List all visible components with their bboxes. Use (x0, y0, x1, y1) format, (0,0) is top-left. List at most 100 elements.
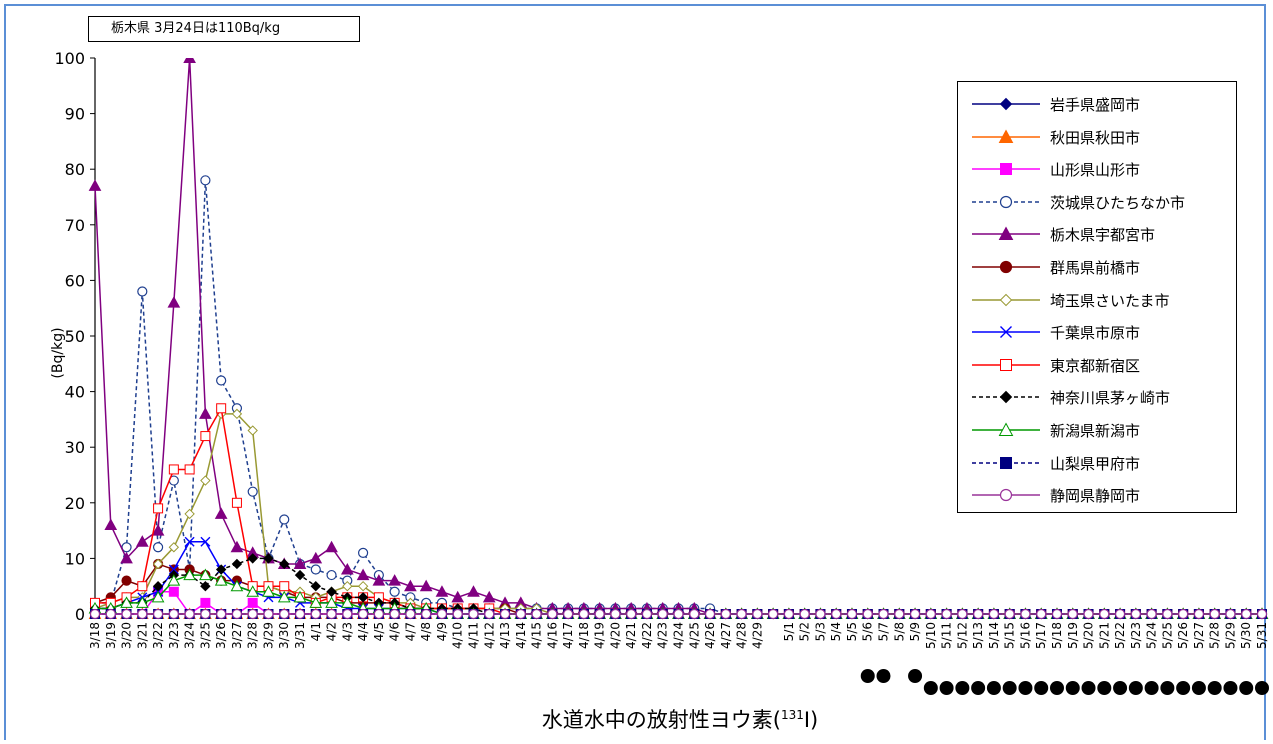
legend-swatch (972, 358, 1040, 371)
x-tick-label: 3/22 (151, 622, 165, 649)
data-point (200, 580, 211, 592)
data-point (230, 540, 244, 553)
x-tick-label: 4/29 (750, 622, 764, 649)
data-point (357, 547, 369, 558)
x-tick-dot (1049, 681, 1064, 695)
x-tick-dot (1081, 681, 1096, 695)
x-tick-label: 4/13 (498, 622, 512, 649)
data-point (389, 586, 400, 597)
data-point (326, 608, 337, 620)
x-tick-label: 3/28 (246, 622, 260, 649)
data-point (184, 536, 195, 547)
data-point (988, 608, 1000, 620)
x-tick-dot (1160, 681, 1175, 695)
x-tick-dot (971, 681, 986, 695)
data-point (484, 608, 495, 620)
data-point (214, 574, 228, 586)
x-tick-label: 5/9 (908, 622, 922, 641)
data-point (1225, 608, 1236, 620)
x-tick-label: 4/5 (372, 622, 386, 641)
data-point (909, 608, 921, 620)
data-point (468, 608, 479, 620)
legend-label: 秋田県秋田市 (1050, 128, 1141, 147)
x-tick-label: 5/20 (1082, 622, 1096, 649)
x-tick-label: 3/20 (120, 622, 134, 649)
data-point (168, 564, 179, 575)
data-point (279, 581, 290, 592)
x-tick-label: 5/7 (877, 622, 891, 641)
x-tick-label: 5/4 (829, 622, 843, 641)
x-tick-label: 5/3 (813, 622, 827, 641)
data-point (1067, 608, 1078, 620)
x-tick-label: 4/11 (466, 622, 480, 649)
x-tick-label: 4/15 (530, 622, 544, 649)
x-tick-dot (1002, 681, 1017, 695)
data-point (799, 608, 810, 620)
data-point (230, 579, 244, 592)
data-point (467, 585, 480, 597)
x-tick-dot (923, 681, 938, 695)
data-point (720, 608, 731, 620)
data-point (752, 608, 763, 620)
x-tick-label: 5/30 (1239, 622, 1253, 649)
y-tick-label: 80 (65, 160, 85, 179)
x-tick-label: 5/8 (892, 622, 906, 641)
x-tick-label: 5/23 (1129, 622, 1143, 649)
legend-swatch (972, 422, 1040, 436)
legend-swatch (972, 326, 1040, 339)
data-point (626, 608, 637, 620)
data-point (309, 551, 323, 564)
data-point (547, 608, 558, 620)
x-tick-label: 5/24 (1145, 622, 1159, 649)
legend-item: 茨城県ひたちなか市 (968, 186, 1230, 218)
data-point (184, 464, 195, 475)
data-point (152, 542, 164, 553)
x-tick-label: 3/26 (214, 622, 228, 649)
data-point (768, 608, 779, 620)
chart-note: 栃木県 3月24日は110Bq/kg (88, 16, 360, 42)
data-point (120, 596, 133, 608)
data-point (973, 608, 984, 620)
data-point (247, 425, 258, 436)
data-point (309, 596, 323, 608)
data-point (1130, 608, 1141, 620)
x-tick-dot (939, 681, 954, 695)
data-point (231, 608, 243, 620)
data-point (1162, 608, 1173, 620)
legend-item: 秋田県秋田市 (968, 121, 1230, 153)
data-point (957, 608, 968, 620)
x-axis-title-end: I) (803, 708, 819, 732)
data-point (216, 403, 227, 414)
data-point (563, 608, 574, 620)
x-tick-dot (1223, 681, 1238, 695)
data-point (152, 580, 164, 592)
data-point (263, 553, 274, 564)
data-point (357, 608, 369, 620)
x-tick-dot (1128, 681, 1143, 695)
data-point (151, 590, 165, 603)
legend-item: 千葉県市原市 (968, 316, 1230, 348)
legend-swatch (972, 195, 1040, 208)
data-point (88, 179, 102, 191)
x-tick-dot (955, 681, 970, 695)
data-point (168, 542, 180, 553)
data-point (404, 579, 417, 592)
data-point (894, 608, 905, 620)
data-point (419, 579, 433, 592)
x-tick-label: 4/25 (687, 622, 701, 649)
data-point (137, 608, 148, 620)
data-point (293, 590, 307, 603)
x-tick-label: 5/11 (940, 622, 954, 649)
legend-label: 茨城県ひたちなか市 (1050, 193, 1186, 212)
legend-label: 神奈川県茅ヶ崎市 (1050, 389, 1171, 408)
legend-swatch (972, 391, 1040, 404)
data-point (247, 486, 258, 497)
data-point (167, 296, 181, 308)
y-tick-label: 40 (65, 383, 85, 402)
x-tick-dot (1113, 681, 1128, 695)
x-axis-title: 水道水中の放射性ヨウ素(131I) (470, 704, 890, 734)
data-point (216, 608, 227, 620)
x-tick-dot (1065, 681, 1080, 695)
x-tick-label: 4/1 (309, 622, 323, 641)
data-point (277, 590, 291, 603)
